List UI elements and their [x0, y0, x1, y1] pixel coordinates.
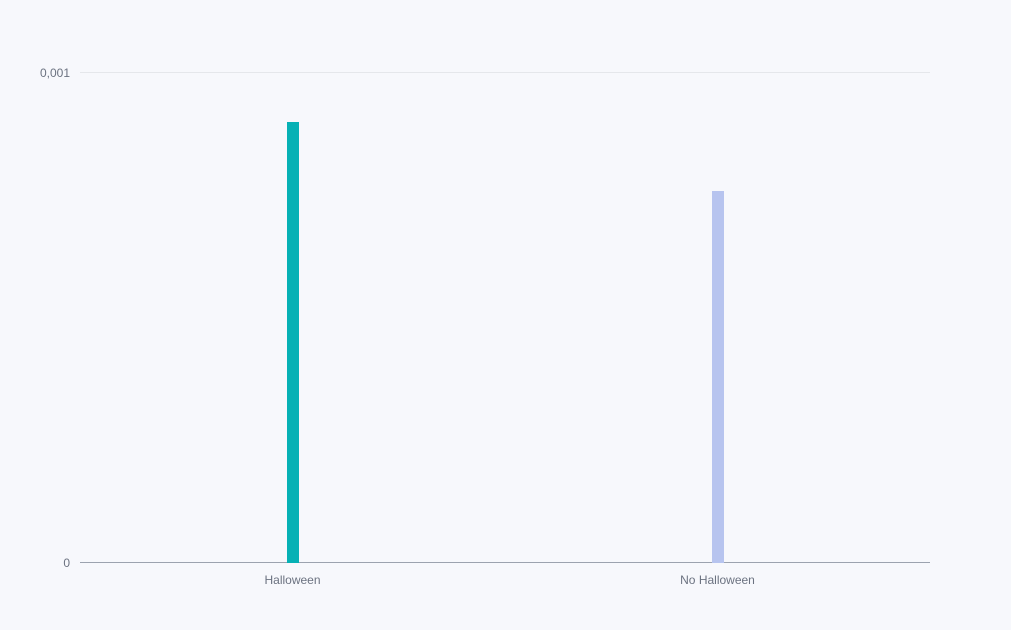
x-tick-label: Halloween	[264, 573, 320, 587]
x-axis-baseline	[80, 562, 930, 563]
bar	[287, 122, 299, 563]
y-tick-label: 0	[63, 556, 70, 570]
bar-chart: 0 0,001 Halloween No Halloween	[0, 0, 1011, 630]
bar	[712, 191, 724, 563]
gridline	[80, 72, 930, 73]
plot-area: 00,001HalloweenNo Halloween	[80, 73, 930, 563]
x-tick-label: No Halloween	[680, 573, 755, 587]
y-tick-label: 0,001	[40, 66, 70, 80]
